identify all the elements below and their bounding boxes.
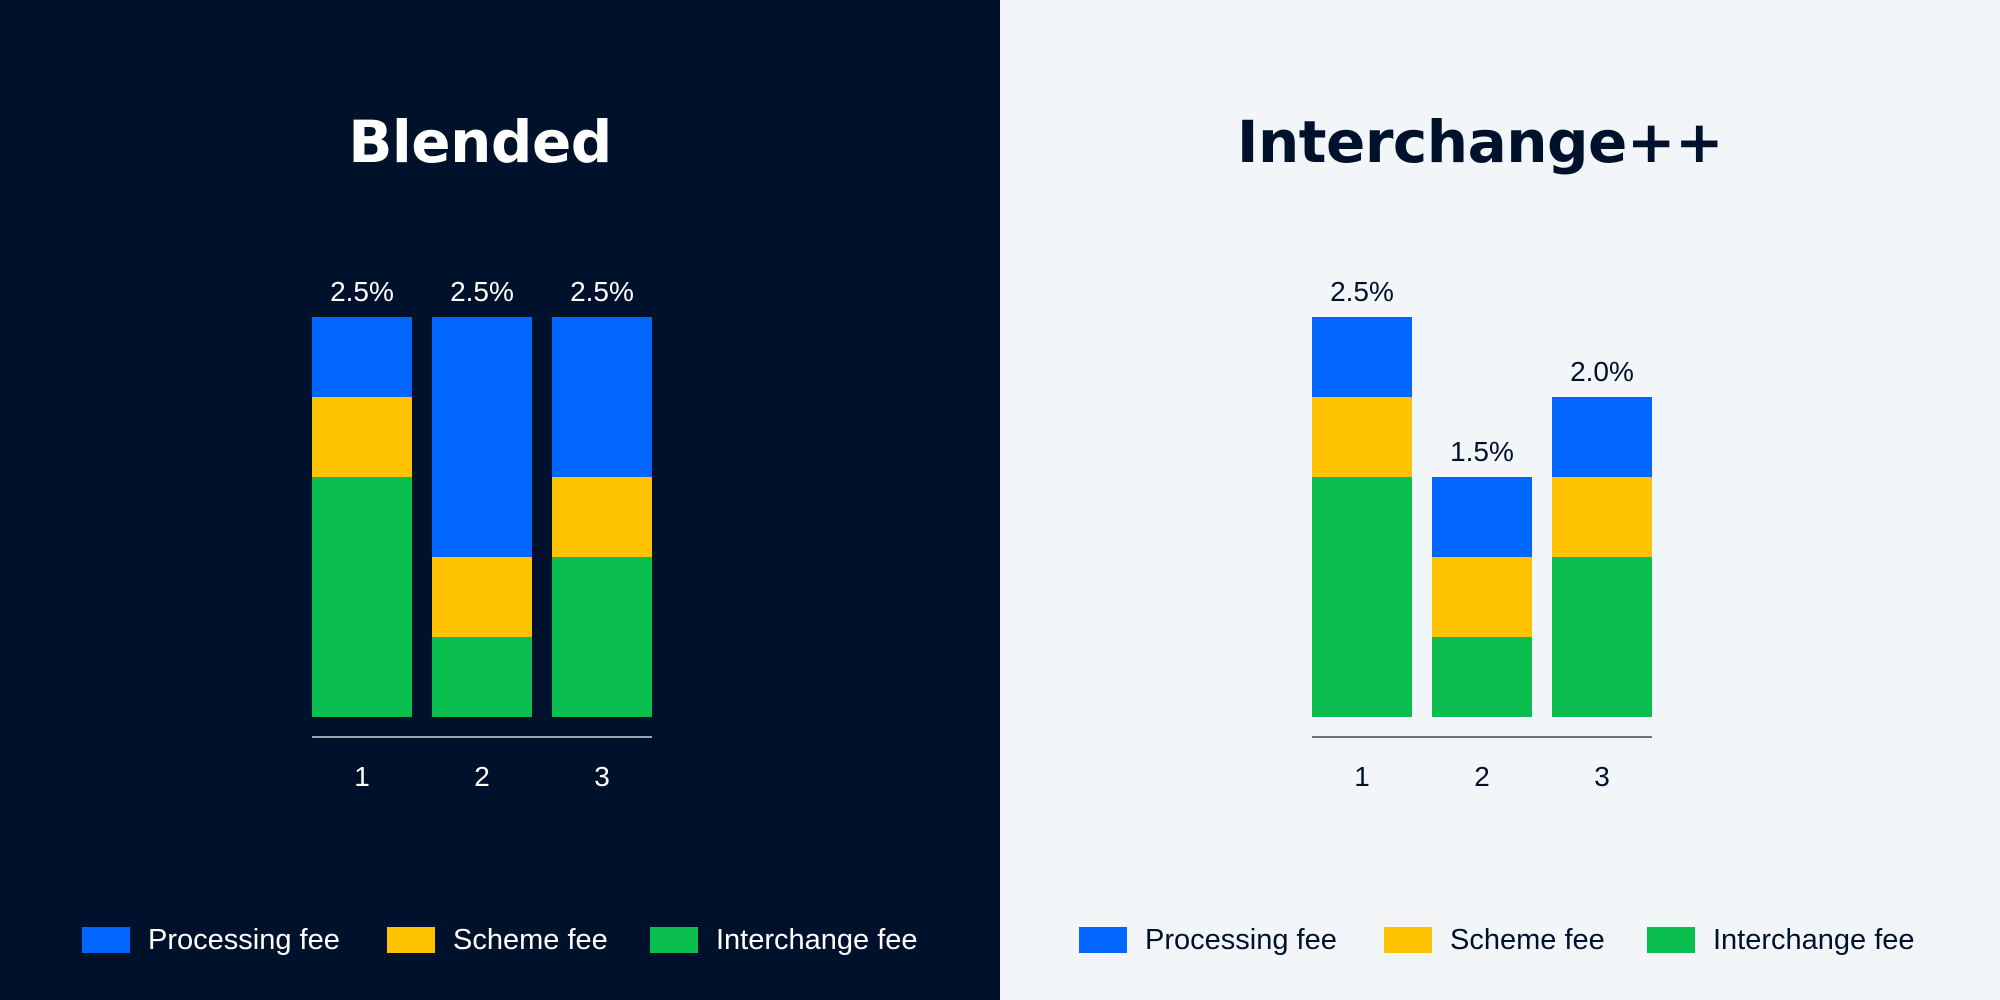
blended-chart: 2.5% 1 2.5% 2 2.5% 3 (312, 276, 652, 792)
bar-segment-processing-fee-2 (1432, 477, 1532, 557)
legend: Processing fee Scheme fee Interchange fe… (1000, 920, 2000, 960)
bar-segment-scheme-fee-2 (1432, 557, 1532, 637)
bar-segment-interchange-fee-3 (552, 557, 652, 717)
data-label: 2.5% (1330, 276, 1394, 307)
interchange-plus-plus-panel: Interchange++ 2.5% 1 1.5% 2 2.0% 3 Processing… (1000, 0, 2000, 1000)
processing-fee-swatch (82, 927, 130, 953)
bar-segment-interchange-fee-2 (432, 637, 532, 717)
interchange-plus-plus-chart: 2.5% 1 1.5% 2 2.0% 3 (1312, 276, 1652, 792)
data-label: 2.5% (330, 276, 394, 307)
legend-label: Scheme fee (1450, 923, 1605, 956)
data-label: 1.5% (1450, 436, 1514, 467)
bar-segment-processing-fee-2 (432, 317, 532, 557)
bar-segment-interchange-fee-1 (1312, 477, 1412, 717)
bar-segment-interchange-fee-1 (312, 477, 412, 717)
bar-segment-processing-fee-3 (1552, 397, 1652, 477)
bar-segment-processing-fee-3 (552, 317, 652, 477)
interchange-fee-swatch (650, 927, 698, 953)
x-tick-label: 2 (1474, 761, 1490, 792)
x-tick-label: 3 (594, 761, 610, 792)
legend-item-scheme-fee: Scheme fee (1384, 920, 1605, 960)
x-tick-label: 2 (474, 761, 490, 792)
legend-label: Processing fee (148, 923, 340, 956)
x-tick-label: 1 (1354, 761, 1370, 792)
x-tick-label: 1 (354, 761, 370, 792)
panel-title: Blended (348, 108, 612, 176)
bar-segment-scheme-fee-1 (1312, 397, 1412, 477)
scheme-fee-swatch (1384, 927, 1432, 953)
bar-segment-interchange-fee-3 (1552, 557, 1652, 717)
interchange-fee-swatch (1647, 927, 1695, 953)
panel-title: Interchange++ (1236, 108, 1724, 176)
data-label: 2.5% (450, 276, 514, 307)
bar-segment-processing-fee-1 (312, 317, 412, 397)
legend-label: Interchange fee (716, 923, 918, 956)
legend: Processing fee Scheme fee Interchange fe… (0, 920, 1000, 960)
data-label: 2.0% (1570, 356, 1634, 387)
legend-label: Scheme fee (453, 923, 608, 956)
legend-item-processing-fee: Processing fee (82, 920, 340, 960)
legend-item-interchange-fee: Interchange fee (650, 920, 918, 960)
legend-label: Processing fee (1145, 923, 1337, 956)
bar-segment-scheme-fee-1 (312, 397, 412, 477)
legend-item-scheme-fee: Scheme fee (387, 920, 608, 960)
legend-item-interchange-fee: Interchange fee (1647, 920, 1915, 960)
processing-fee-swatch (1079, 927, 1127, 953)
bar-segment-interchange-fee-2 (1432, 637, 1532, 717)
x-tick-label: 3 (1594, 761, 1610, 792)
bar-segment-scheme-fee-2 (432, 557, 532, 637)
blended-panel: Blended 2.5% 1 2.5% 2 2.5% 3 Processing fee S… (0, 0, 1000, 1000)
bar-segment-scheme-fee-3 (552, 477, 652, 557)
legend-label: Interchange fee (1713, 923, 1915, 956)
bar-segment-scheme-fee-3 (1552, 477, 1652, 557)
scheme-fee-swatch (387, 927, 435, 953)
data-label: 2.5% (570, 276, 634, 307)
legend-item-processing-fee: Processing fee (1079, 920, 1337, 960)
bar-segment-processing-fee-1 (1312, 317, 1412, 397)
